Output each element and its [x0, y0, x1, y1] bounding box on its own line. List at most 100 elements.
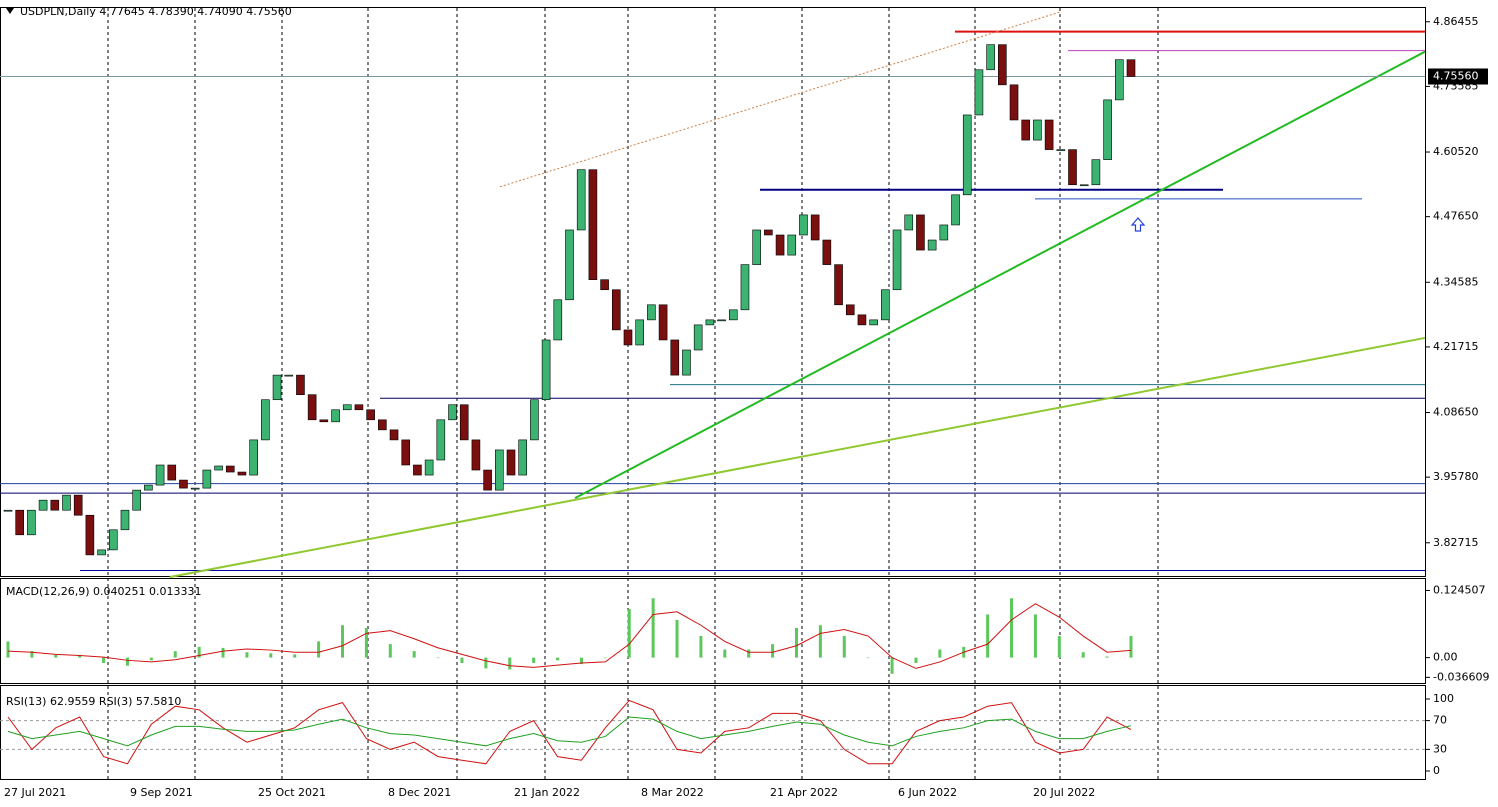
macd-bar [1057, 636, 1061, 658]
candle-body [27, 509, 36, 536]
candle-body [202, 469, 212, 489]
candle-body [576, 169, 586, 231]
macd-bar [173, 651, 177, 658]
y-tick-label: 0.00 [1433, 651, 1458, 664]
candle-body [342, 404, 352, 411]
macd-bar [149, 657, 153, 661]
candle-body [810, 214, 820, 241]
y-tick-label: 30 [1433, 742, 1447, 755]
macd-bar [723, 649, 727, 658]
macd-bar [484, 657, 488, 669]
candle-body [249, 439, 258, 476]
candle-body [553, 299, 563, 341]
trend-line [499, 11, 1061, 188]
candle-body [179, 479, 188, 489]
candle-body [1115, 59, 1124, 101]
candle-body [822, 239, 832, 265]
x-tick-label: 9 Sep 2021 [130, 786, 193, 799]
signal-line [7, 603, 1132, 669]
rsi-title: RSI(13) 62.9559 RSI(3) 57.5810 [6, 695, 181, 708]
candle-body [939, 224, 949, 241]
candle-body [1021, 119, 1031, 141]
current-price-label: 4.75560 [1433, 69, 1479, 82]
candle-body [752, 229, 761, 265]
candle-body [97, 549, 106, 556]
candle-body [682, 349, 691, 376]
macd-bar [412, 651, 416, 658]
candle-body [764, 229, 773, 236]
menu-triangle[interactable] [6, 8, 14, 14]
candle-body [190, 487, 200, 490]
candle-body [998, 44, 1007, 86]
candle-body [436, 419, 446, 461]
y-tick-label: 4.60520 [1433, 145, 1479, 158]
macd-bar [102, 657, 106, 664]
macd-bar [317, 641, 321, 658]
candle-body [951, 194, 960, 226]
candle-body [3, 509, 13, 512]
candle-body [378, 419, 387, 431]
macd-bar [747, 649, 751, 658]
candle-body [85, 514, 95, 556]
candle-body [588, 169, 598, 280]
macd-bar [818, 625, 822, 658]
candle-body [518, 439, 528, 476]
macd-title: MACD(12,26,9) 0.040251 0.013331 [6, 585, 202, 598]
candle-body [401, 439, 411, 466]
macd-bar [221, 647, 225, 658]
candle-body [647, 304, 656, 321]
candle-body [459, 404, 469, 441]
macd-bar [460, 657, 464, 664]
candle-body [565, 229, 574, 301]
y-tick-label: 70 [1433, 714, 1447, 727]
macd-bar [364, 627, 368, 658]
candle-body [530, 399, 539, 441]
y-tick-label: 4.21715 [1433, 340, 1479, 353]
y-tick-label: 4.08650 [1433, 406, 1479, 419]
macd-bar [1010, 598, 1014, 658]
y-tick-label: -0.036609 [1433, 670, 1489, 683]
candle-body [658, 304, 668, 341]
macd-bar [197, 646, 201, 658]
macd-bar [269, 653, 273, 658]
macd-bar [627, 609, 631, 658]
x-tick-label: 8 Mar 2022 [641, 786, 704, 799]
macd-bar [842, 636, 846, 658]
macd-bar [556, 657, 560, 661]
candle-body [693, 324, 703, 351]
candle-body [927, 239, 937, 251]
y-tick-label: 4.34585 [1433, 275, 1479, 288]
candle-body [73, 494, 83, 516]
macd-bar [651, 598, 655, 658]
candle-body [1044, 119, 1054, 150]
candle-body [1056, 149, 1066, 151]
macd-bar [699, 636, 703, 658]
candle-body [787, 234, 797, 256]
macd-bar [436, 657, 440, 659]
candle-body [261, 399, 270, 441]
candle-body [144, 484, 153, 491]
y-tick-label: 3.95780 [1433, 470, 1479, 483]
x-tick-label: 20 Jul 2022 [1033, 786, 1095, 799]
candle-body [1009, 84, 1019, 121]
y-tick-label: 0 [1433, 764, 1440, 777]
x-tick-label: 8 Dec 2021 [388, 786, 451, 799]
macd-bar [771, 644, 775, 658]
y-tick-label: 4.73585 [1433, 79, 1479, 92]
macd-bar [794, 627, 798, 658]
candle-body [892, 229, 902, 291]
y-tick-label: 100 [1433, 692, 1454, 705]
current-price-box [1428, 68, 1488, 85]
candle-body [448, 404, 457, 421]
candle-body [214, 465, 223, 471]
candle-body [635, 319, 644, 346]
panel-frame [0, 7, 1426, 577]
candle-body [331, 409, 340, 423]
candle-body [1033, 119, 1042, 141]
macd-bar [341, 625, 345, 658]
candle-body [413, 464, 422, 476]
candle-body [728, 309, 738, 321]
candle-body [483, 469, 492, 491]
